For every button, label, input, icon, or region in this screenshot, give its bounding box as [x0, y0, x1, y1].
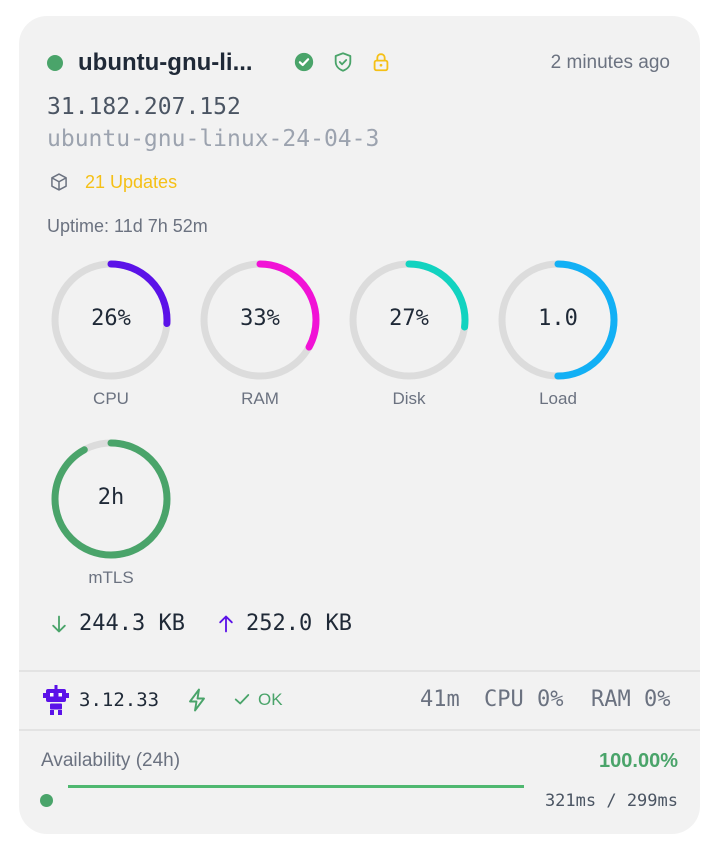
bolt-icon	[189, 688, 205, 712]
gauge-mtls: 2h mTLS	[49, 437, 173, 587]
gauge-mtls-value: 2h	[97, 485, 125, 510]
gauge-cpu-value: 26%	[91, 306, 131, 331]
divider	[19, 670, 700, 672]
arrow-down-icon	[52, 615, 66, 633]
gauge-load-value: 1.0	[538, 306, 578, 331]
gauge-load-label: Load	[539, 389, 577, 408]
server-name[interactable]: ubuntu-gnu-li...	[78, 49, 253, 76]
gauge-cpu-arc	[51, 260, 171, 380]
agent-version: 3.12.33	[79, 689, 160, 711]
check-icon	[234, 694, 250, 705]
gauge-mtls-arc	[51, 439, 171, 559]
updates-link[interactable]: 21 Updates	[85, 172, 178, 192]
gauge-ram-label: RAM	[241, 389, 279, 408]
latency: 321ms / 299ms	[544, 791, 678, 811]
availability-bar	[68, 785, 524, 788]
gauge-load-arc	[498, 260, 618, 380]
divider	[19, 729, 700, 731]
gauge-ram: 33% RAM	[198, 258, 322, 408]
network-download: 244.3 KB	[79, 611, 185, 636]
availability-label: Availability (24h)	[41, 750, 181, 771]
agent-ram: RAM 0%	[591, 687, 671, 712]
availability-status-dot	[40, 794, 53, 807]
agent-status: OK	[258, 690, 283, 709]
arrow-up-icon	[219, 615, 233, 633]
gauge-cpu: 26% CPU	[49, 258, 173, 408]
gauge-ram-arc	[200, 260, 320, 380]
gauge-load: 1.0 Load	[496, 258, 620, 408]
server-card[interactable]: ubuntu-gnu-li... 2 minutes ago 31.182.20…	[19, 16, 700, 834]
agent-uptime: 41m	[420, 687, 460, 712]
availability-value: 100.00%	[599, 750, 678, 772]
agent-cpu: CPU 0%	[484, 687, 564, 712]
gauge-disk-label: Disk	[392, 389, 426, 408]
gauge-disk-arc	[349, 260, 469, 380]
package-icon	[51, 173, 67, 191]
server-ip[interactable]: 31.182.207.152	[47, 94, 241, 120]
shield-icon	[334, 52, 352, 72]
server-uptime: Uptime: 11d 7h 52m	[47, 216, 208, 236]
network-upload: 252.0 KB	[246, 611, 352, 636]
online-status-dot	[47, 55, 63, 71]
availability-bar-fill	[68, 785, 524, 788]
server-hostname: ubuntu-gnu-linux-24-04-3	[47, 126, 380, 152]
robot-agent-icon	[43, 685, 69, 715]
gauge-disk-value: 27%	[389, 306, 429, 331]
last-seen-time: 2 minutes ago	[550, 52, 670, 73]
verified-check-icon	[294, 52, 314, 72]
lock-icon	[373, 53, 389, 72]
gauge-ram-value: 33%	[240, 306, 280, 331]
gauge-mtls-label: mTLS	[88, 568, 134, 587]
gauge-cpu-label: CPU	[93, 389, 129, 408]
gauge-disk: 27% Disk	[347, 258, 471, 408]
